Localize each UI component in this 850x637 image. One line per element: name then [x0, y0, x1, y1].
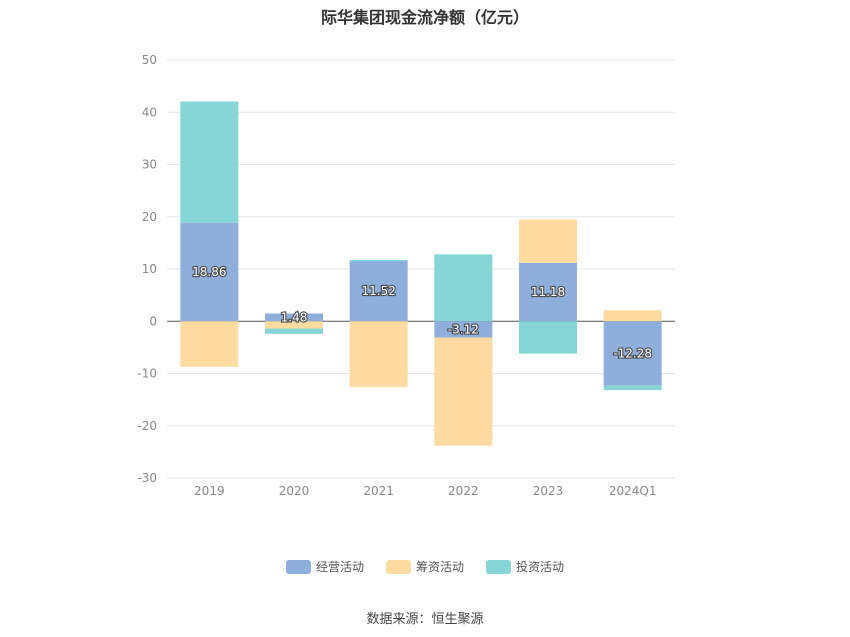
legend-label-operating: 经营活动 [315, 560, 364, 574]
legend-item-financing[interactable]: 筹资活动 [385, 558, 464, 575]
bar-operating [519, 262, 577, 322]
x-tick-label: 2021 [363, 484, 394, 498]
legend-item-operating[interactable]: 经营活动 [285, 558, 364, 575]
bar-operating [603, 321, 662, 386]
bar-operating [434, 321, 493, 338]
bar-investing [265, 328, 323, 334]
legend-swatch-investing [486, 559, 511, 574]
data-label: 1.48 [281, 310, 308, 324]
data-source-note: 数据来源：恒生聚源 [366, 612, 484, 627]
bar-investing [519, 321, 577, 354]
bar-operating [349, 261, 408, 322]
y-tick-label: 10 [142, 262, 157, 276]
chart-legend: 经营活动 筹资活动 投资活动 [0, 558, 850, 575]
y-tick-label: 30 [142, 158, 157, 172]
chart-title: 际华集团现金流净额（亿元） [320, 8, 529, 27]
bar-financing [265, 321, 323, 329]
y-tick-label: 20 [142, 210, 157, 224]
bar-investing [603, 385, 662, 391]
data-label: 18.86 [192, 265, 226, 279]
legend-item-investing[interactable]: 投资活动 [486, 558, 564, 575]
bar-investing [180, 101, 239, 223]
y-tick-label: 40 [142, 105, 157, 119]
data-label: 11.18 [531, 285, 565, 299]
x-tick-label: 2024Q1 [609, 484, 657, 498]
bar-investing [349, 260, 408, 262]
y-tick-label: -20 [137, 419, 157, 433]
x-tick-label: 2019 [194, 484, 225, 498]
bar-financing [519, 219, 577, 263]
bar-operating [180, 222, 239, 322]
legend-swatch-operating [285, 559, 311, 574]
x-tick-label: 2022 [448, 484, 479, 498]
data-label: -12.28 [613, 346, 652, 360]
y-tick-label: -30 [137, 471, 157, 485]
bar-investing [434, 254, 493, 322]
bar-financing [349, 321, 408, 388]
bar-financing [603, 310, 662, 322]
legend-label-investing: 投资活动 [516, 560, 565, 574]
legend-label-financing: 筹资活动 [415, 560, 464, 574]
bar-operating [265, 313, 323, 322]
x-tick-label: 2020 [279, 484, 310, 498]
y-tick-label: 0 [149, 314, 157, 328]
bar-financing [180, 321, 239, 367]
y-tick-label: -10 [137, 367, 157, 381]
legend-swatch-financing [385, 559, 411, 574]
data-label: -3.12 [448, 322, 479, 336]
y-tick-label: 50 [142, 53, 157, 67]
bar-financing [434, 337, 493, 446]
x-tick-label: 2023 [533, 484, 564, 498]
data-label: 11.52 [361, 284, 395, 298]
